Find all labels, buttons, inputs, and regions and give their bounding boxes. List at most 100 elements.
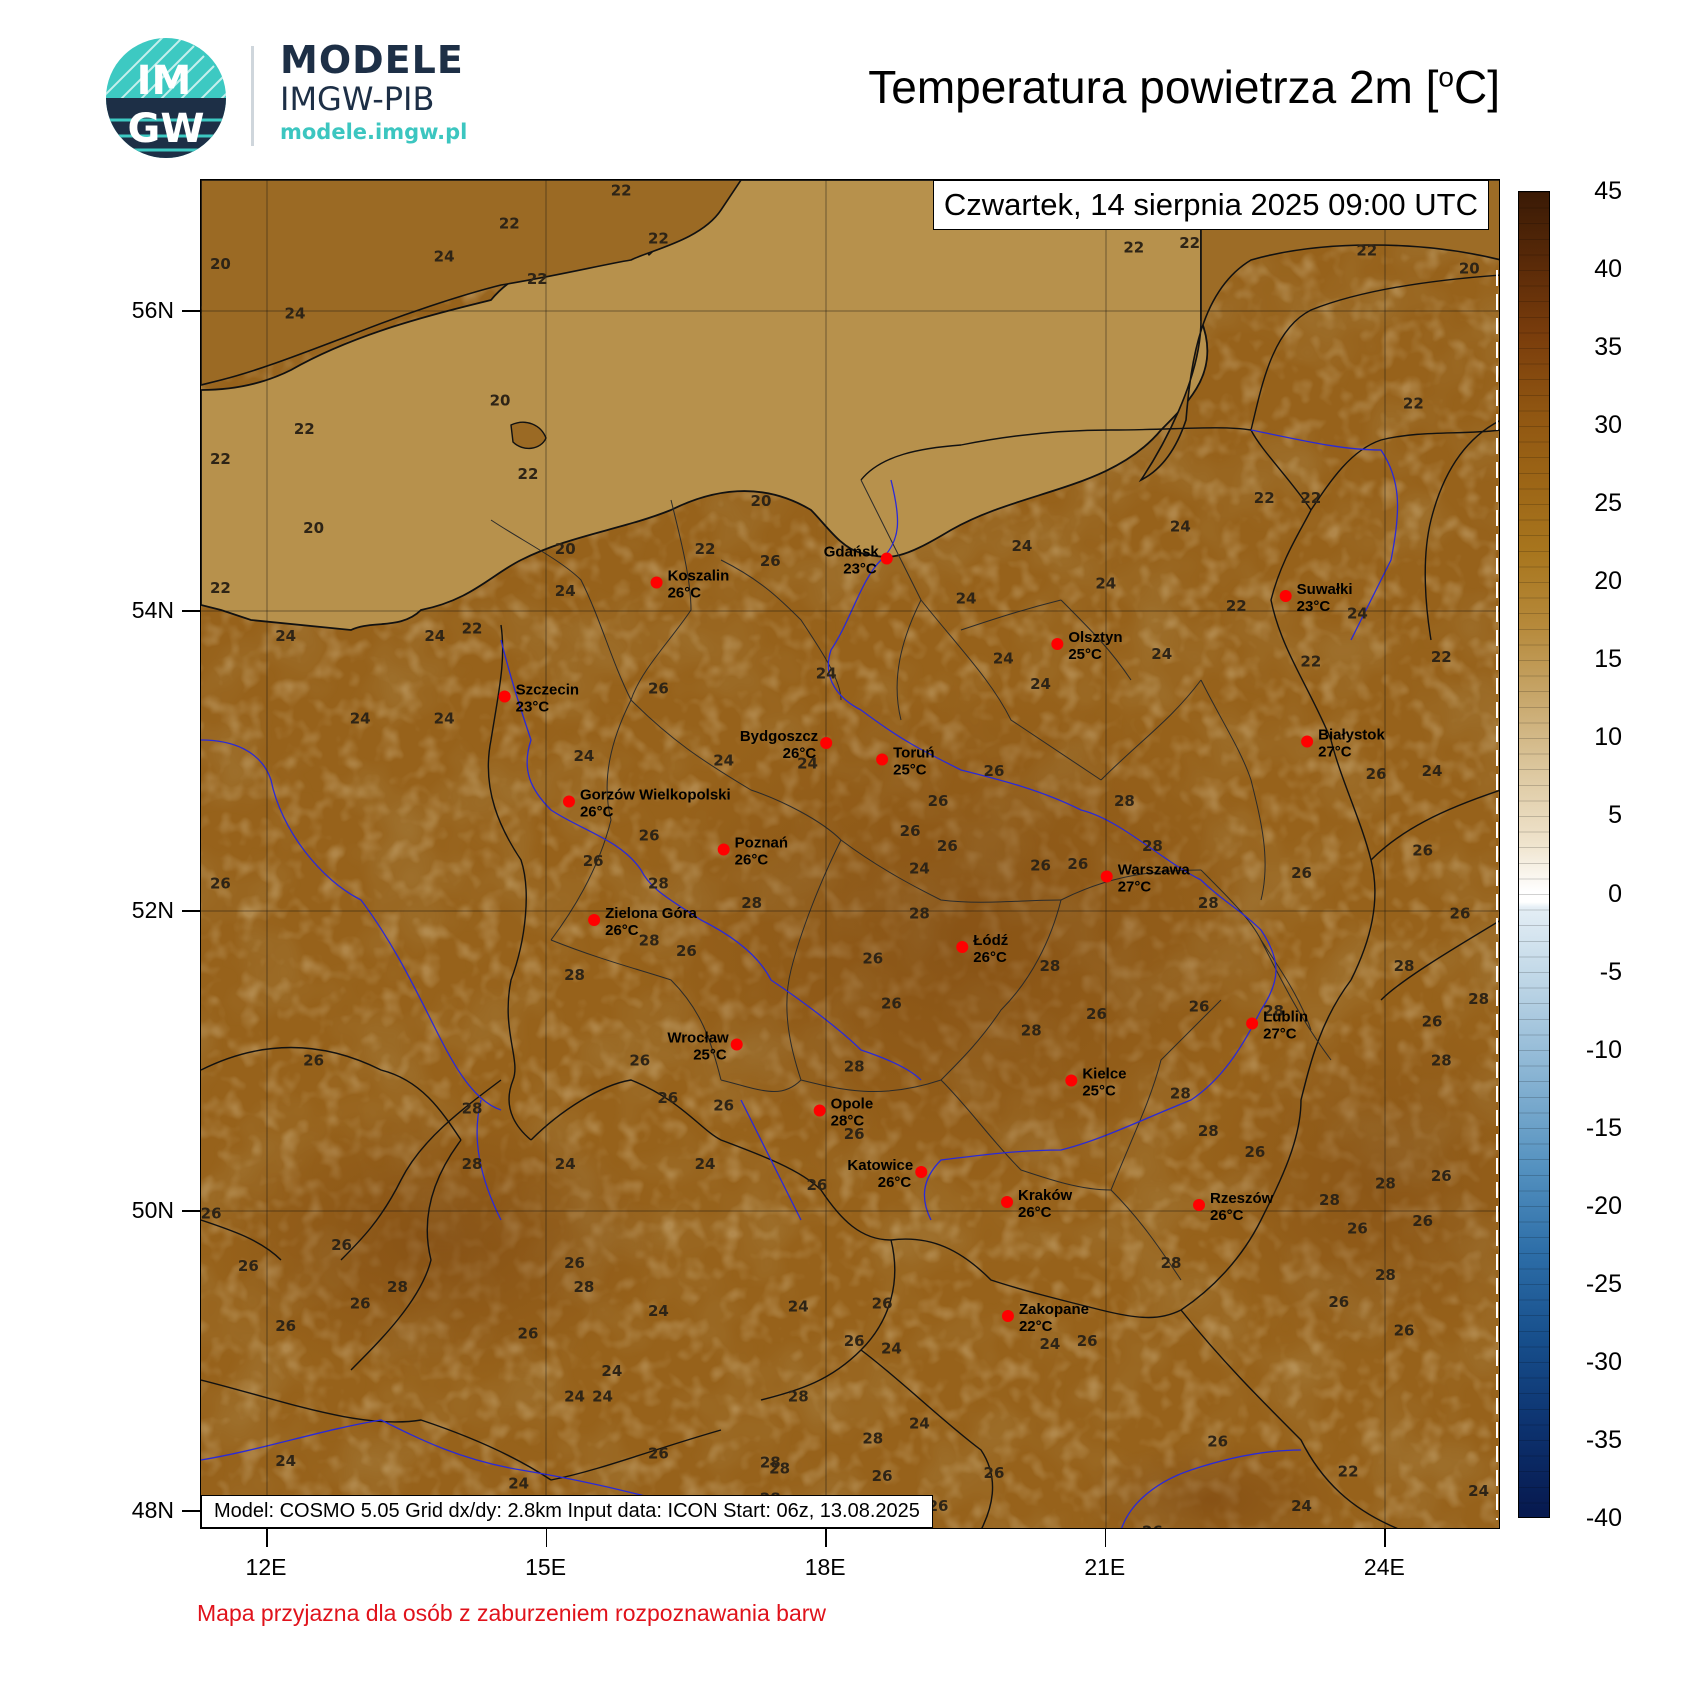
lat-tick [182,310,200,312]
city-name: Wrocław [667,1030,729,1047]
voivodeship-borders [490,479,1332,1281]
isotherm-label: 26 [984,1464,1005,1482]
isotherm-label: 22 [648,230,669,248]
isotherm-label: 26 [844,1125,865,1143]
isotherm-label: 26 [648,1445,669,1463]
isotherm-label: 26 [928,792,949,810]
city-temperature: 26°C [580,804,614,821]
isotherm-label: 26 [806,1176,827,1194]
city-dot [562,795,575,808]
isotherm-label: 24 [881,1340,902,1358]
isotherm-label: 26 [937,837,958,855]
isotherm-label: 28 [1161,1254,1182,1272]
isotherm-label: 24 [816,665,837,683]
colorbar-tick-label: 10 [1594,723,1622,752]
isotherm-label: 28 [1375,1266,1396,1284]
city-temperature: 26°C [668,585,702,602]
isotherm-label: 28 [909,905,930,923]
isotherm-label: 26 [1328,1293,1349,1311]
lat-tick [182,1210,200,1212]
city-dot [588,914,601,926]
colorbar-tick-label: 15 [1594,645,1622,674]
lon-tick [266,1529,268,1547]
colorbar-tick-label: -30 [1585,1347,1622,1376]
isotherm-label: 24 [956,590,977,608]
isotherm-label: 26 [331,1236,352,1254]
city-dot [650,576,663,589]
isotherm-label: 26 [900,822,921,840]
isotherm-label: 22 [210,450,231,468]
colorbar-tick-label: -5 [1599,957,1622,986]
isotherm-label: 28 [769,1460,790,1478]
isotherm-label: 26 [844,1332,865,1350]
isotherm-label: 22 [210,579,231,597]
isotherm-label: 28 [1198,894,1219,912]
isotherm-label: 24 [1151,645,1172,663]
title-unit: C] [1454,61,1500,113]
isotherm-label: 26 [1189,998,1210,1016]
city-temperature: 27°C [1263,1026,1297,1043]
isotherm-label: 28 [1142,837,1163,855]
isotherm-label: 26 [629,1052,650,1070]
city-temperature: 25°C [893,762,927,779]
isotherm-label: 22 [611,182,632,200]
isotherm-label: 20 [490,392,511,410]
city-temperature: 26°C [605,922,639,939]
isotherm-label: 26 [872,1295,893,1313]
city-dot [1279,590,1292,602]
city-dot [1246,1017,1259,1030]
city-name: Gdańsk [824,544,880,561]
latitude-label: 56N [131,297,174,323]
isotherm-label: 28 [1263,1002,1284,1020]
isotherm-label: 24 [555,582,576,600]
logo-badge-top: IM [137,58,192,104]
isotherm-label: 22 [1179,234,1200,252]
logo-divider [251,46,254,146]
isotherm-label: 28 [1468,990,1489,1008]
hot-region-east [1201,1000,1499,1360]
isotherm-label: 26 [1207,1433,1228,1451]
isotherm-label: 26 [518,1325,539,1343]
colorbar-tick-label: 20 [1594,567,1622,596]
forecast-date-box: Czwartek, 14 sierpnia 2025 09:00 UTC [932,180,1489,230]
city-temperature: 26°C [783,745,817,762]
colorbar-tick-label: -10 [1585,1035,1622,1064]
isotherm-label: 22 [1226,597,1247,615]
lat-tick [182,610,200,612]
city-dot [730,1038,743,1051]
isotherm-label: 26 [210,875,231,893]
isotherm-label: 24 [275,1452,296,1470]
city-dot [1065,1074,1078,1087]
colorbar-tick-label: 40 [1594,255,1622,284]
city-dot [498,690,511,703]
isotherm-label: 26 [564,1254,585,1272]
isotherm-label: 28 [462,1100,483,1118]
city-temperature: 28°C [831,1113,865,1130]
lat-tick [182,910,200,912]
isotherm-label: 28 [741,894,762,912]
isotherm-label: 28 [1431,1052,1452,1070]
city-name: Gorzów Wielkopolski [580,787,731,804]
isotherm-label: 24 [424,627,445,645]
city-temperature: 23°C [516,699,550,716]
city-name: Lublin [1263,1009,1308,1026]
isotherm-label: 28 [1170,1085,1191,1103]
isotherm-label: 26 [760,552,781,570]
city-name: Warszawa [1118,862,1191,879]
isotherm-label: 28 [564,966,585,984]
isotherm-label: 20 [555,540,576,558]
city-temperature: 25°C [693,1047,727,1064]
isotherm-label: 28 [1394,957,1415,975]
city-temperature: 26°C [973,949,1007,966]
colorbar-tick-label: 35 [1594,333,1622,362]
lat-tick [182,1510,200,1512]
city-temperature: 26°C [878,1174,912,1191]
isotherm-label: 24 [564,1388,585,1406]
isotherm-label: 24 [1468,1482,1489,1500]
